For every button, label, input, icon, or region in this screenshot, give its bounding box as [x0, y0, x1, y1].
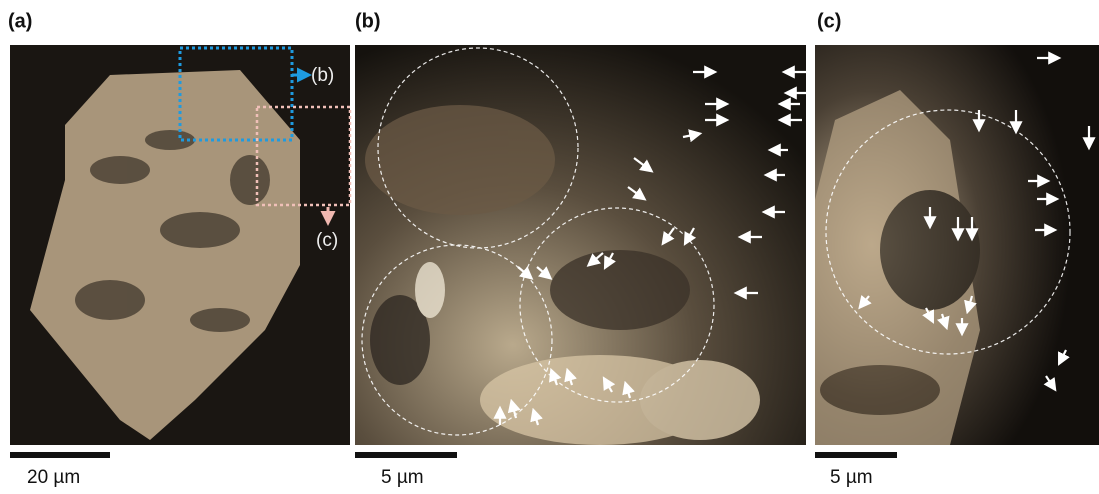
scale-bar-label: 5 µm: [381, 467, 424, 488]
inset-label: (b): [311, 65, 334, 86]
panel-label: (c): [817, 10, 841, 32]
scale-bar-label: 20 µm: [27, 467, 80, 488]
panel-label: (b): [355, 10, 381, 32]
scale-bar-label: 5 µm: [830, 467, 873, 488]
panel-label: (a): [8, 10, 32, 32]
scale-bar: [10, 452, 110, 458]
scale-bar: [815, 452, 897, 458]
inset-label: (c): [316, 230, 338, 251]
panel-b: (b) 5 µm: [355, 10, 806, 488]
scale-bar: [355, 452, 457, 458]
figure: (a) (b) (c) 20 µm (b): [0, 0, 1099, 489]
panel-a: (a) (b) (c) 20 µm: [8, 10, 350, 488]
panel-c: (c) 5 µm: [815, 10, 1099, 488]
